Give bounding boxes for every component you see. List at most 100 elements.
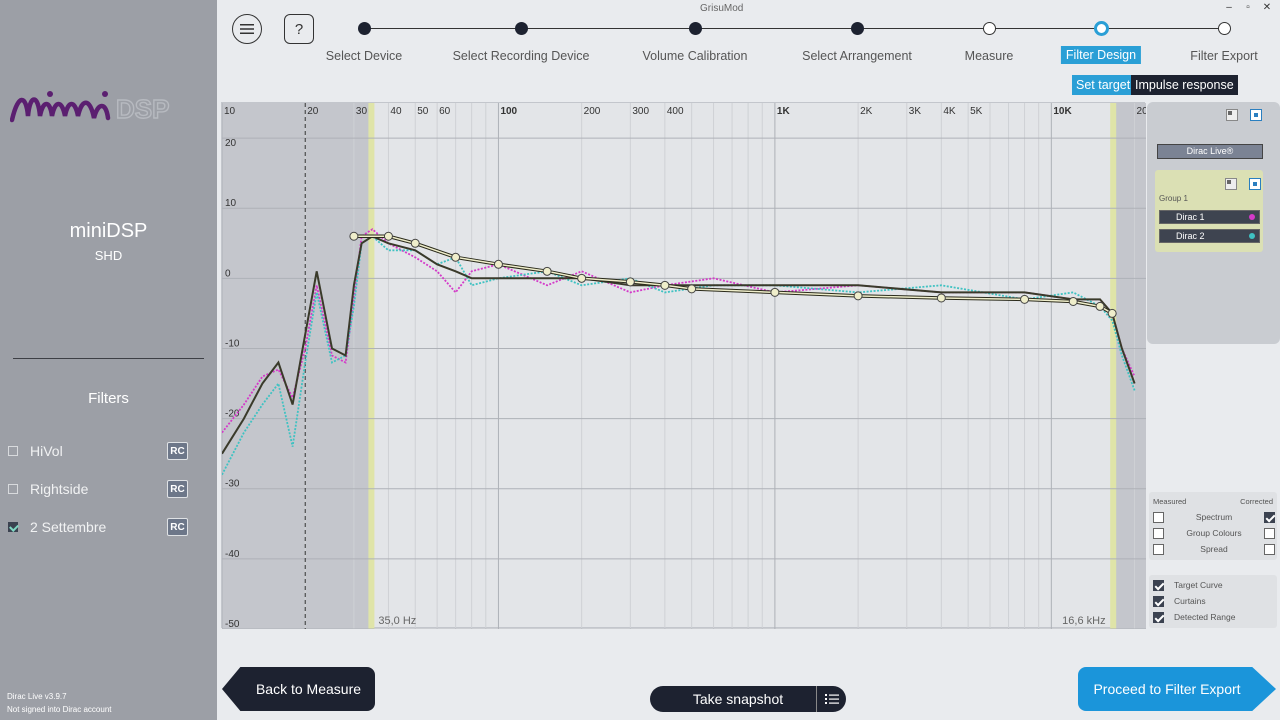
y-tick-label: -50 — [225, 619, 240, 629]
y-tick-label: -10 — [225, 338, 240, 349]
snapshot-label: Take snapshot — [692, 691, 784, 707]
curtain-low-label: 35,0 Hz — [378, 615, 416, 627]
option-label: Target Curve — [1174, 580, 1223, 590]
option-label: Spectrum — [1195, 512, 1233, 522]
group-colours-row: Group Colours — [1153, 526, 1275, 540]
step-dot[interactable] — [688, 22, 702, 35]
response-curve-2 — [222, 235, 1136, 455]
channel-color-dot — [1249, 233, 1255, 239]
step-label[interactable]: Volume Calibration — [642, 49, 748, 63]
filter-label: Rightside — [30, 481, 89, 497]
visual-options: Target Curve Curtains Detected Range — [1149, 575, 1277, 628]
channel-label: Dirac 2 — [1176, 231, 1205, 241]
step-label[interactable]: Select Arrangement — [802, 49, 912, 63]
target-curve-point — [1068, 296, 1078, 306]
maximize-button[interactable]: ▫ — [1246, 2, 1250, 13]
sidebar: DSP miniDSP SHD Filters HiVol RC Rightsi… — [0, 0, 217, 720]
x-tick-label: 10 — [224, 106, 236, 117]
x-tick-label: 10K — [1053, 106, 1072, 117]
spread-row: Spread — [1153, 542, 1275, 556]
step-label[interactable]: Measure — [964, 49, 1014, 63]
step-dot[interactable] — [1217, 22, 1231, 35]
close-button[interactable]: ✕ — [1262, 2, 1272, 13]
filter-checkbox[interactable] — [8, 522, 18, 532]
y-tick-label: -30 — [225, 479, 240, 490]
response-curve-1 — [222, 235, 1136, 476]
channel-row-dirac-2[interactable]: Dirac 2 — [1159, 229, 1260, 243]
layout-icon[interactable] — [1226, 109, 1238, 121]
filter-item-hivol[interactable]: HiVol RC — [8, 441, 188, 461]
device-model: SHD — [94, 248, 123, 263]
target-curve-point — [1095, 301, 1105, 311]
minimize-button[interactable]: – — [1226, 2, 1232, 13]
rc-badge[interactable]: RC — [167, 480, 188, 498]
minidsp-logo: DSP — [10, 91, 170, 125]
filter-checkbox[interactable] — [8, 446, 18, 456]
menu-button[interactable] — [232, 14, 262, 44]
x-tick-label: 100 — [500, 106, 517, 117]
filter-label: HiVol — [30, 443, 63, 459]
proceed-to-filter-export-button[interactable]: Proceed to Filter Export — [1078, 667, 1276, 711]
step-dot[interactable] — [514, 22, 528, 35]
filter-checkbox[interactable] — [8, 484, 18, 494]
option-label: Detected Range — [1174, 612, 1236, 622]
group-label: Group 1 — [1159, 194, 1188, 203]
take-snapshot-button[interactable]: Take snapshot — [650, 686, 846, 712]
step-dot[interactable] — [982, 22, 996, 35]
x-tick-label: 1K — [777, 106, 791, 117]
help-button[interactable]: ? — [284, 14, 314, 44]
target-curve-outline — [353, 234, 1114, 315]
tab-impulse-response[interactable]: Impulse response — [1131, 75, 1238, 95]
target-curve-point — [1107, 308, 1117, 318]
filter-item-rightside[interactable]: Rightside RC — [8, 479, 188, 499]
filter-item-2-settembre[interactable]: 2 Settembre RC — [8, 517, 188, 537]
spectrum-corrected-checkbox[interactable] — [1264, 511, 1275, 523]
channel-color-dot — [1249, 214, 1255, 220]
step-dot[interactable] — [850, 22, 864, 35]
target-curve-row[interactable]: Target Curve — [1153, 578, 1275, 592]
x-tick-label: 3K — [909, 106, 922, 117]
response-curve-0 — [222, 228, 1136, 434]
step-label[interactable]: Select Recording Device — [452, 49, 590, 63]
x-tick-label: 30 — [356, 106, 368, 117]
target-curve — [353, 235, 1113, 315]
detected-range-checkbox[interactable] — [1153, 611, 1164, 623]
target-curve-checkbox[interactable] — [1153, 579, 1164, 591]
step-dot[interactable] — [357, 22, 371, 35]
rc-badge[interactable]: RC — [167, 442, 188, 460]
layout-icon[interactable] — [1225, 178, 1237, 190]
spread-measured-checkbox[interactable] — [1153, 543, 1164, 555]
option-label: Spread — [1200, 544, 1228, 554]
group-colours-corrected-checkbox[interactable] — [1264, 527, 1275, 539]
channel-icon[interactable] — [1249, 178, 1261, 190]
back-to-measure-button[interactable]: Back to Measure — [222, 667, 375, 711]
frequency-response-chart[interactable]: 1020304050601002003004001K2K3K4K5K10K20K… — [221, 102, 1146, 629]
tab-set-target[interactable]: Set target — [1072, 75, 1135, 95]
curtains-checkbox[interactable] — [1153, 595, 1164, 607]
step-dot[interactable] — [1093, 21, 1109, 36]
spectrum-row: Spectrum — [1153, 510, 1275, 524]
detected-range-row[interactable]: Detected Range — [1153, 610, 1275, 624]
step-label[interactable]: Select Device — [325, 49, 403, 63]
curtains-row[interactable]: Curtains — [1153, 594, 1275, 608]
x-tick-label: 5K — [970, 106, 983, 117]
group-box: Group 1 Dirac 1 Dirac 2 — [1155, 170, 1263, 252]
option-label: Curtains — [1174, 596, 1206, 606]
spectrum-measured-checkbox[interactable] — [1153, 511, 1164, 523]
target-curve-point — [770, 287, 780, 297]
step-label[interactable]: Filter Design — [1060, 46, 1142, 64]
window-title: GrisuMod — [700, 3, 744, 14]
step-label[interactable]: Filter Export — [1190, 49, 1258, 63]
channel-row-dirac-1[interactable]: Dirac 1 — [1159, 210, 1260, 224]
snapshot-list-icon[interactable] — [816, 686, 846, 712]
dirac-live-badge: Dirac Live® — [1157, 144, 1263, 159]
group-colours-measured-checkbox[interactable] — [1153, 527, 1164, 539]
x-tick-label: 4K — [943, 106, 956, 117]
spread-corrected-checkbox[interactable] — [1264, 543, 1275, 555]
rc-badge[interactable]: RC — [167, 518, 188, 536]
x-tick-label: 50 — [417, 106, 429, 117]
target-curve-point — [410, 238, 420, 248]
target-curve-point — [660, 280, 670, 290]
channel-icon[interactable] — [1250, 109, 1262, 121]
chart-svg[interactable]: 1020304050601002003004001K2K3K4K5K10K20K… — [222, 103, 1146, 629]
